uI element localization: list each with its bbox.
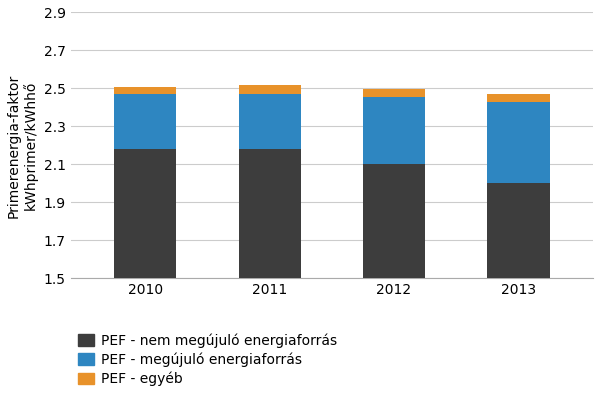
- Bar: [114, 94, 176, 149]
- Bar: [239, 85, 301, 94]
- Bar: [239, 94, 301, 149]
- Bar: [114, 87, 176, 94]
- Bar: [114, 149, 176, 401]
- Bar: [363, 97, 425, 164]
- Y-axis label: Primerenergia-faktor
kWhprimer/kWhhő: Primerenergia-faktor kWhprimer/kWhhő: [7, 73, 38, 217]
- Legend: PEF - nem megújuló energiaforrás, PEF - megújuló energiaforrás, PEF - egyéb: PEF - nem megújuló energiaforrás, PEF - …: [77, 333, 337, 386]
- Bar: [363, 89, 425, 97]
- Bar: [487, 94, 550, 102]
- Bar: [487, 183, 550, 401]
- Bar: [239, 149, 301, 401]
- Bar: [487, 102, 550, 183]
- Bar: [363, 164, 425, 401]
